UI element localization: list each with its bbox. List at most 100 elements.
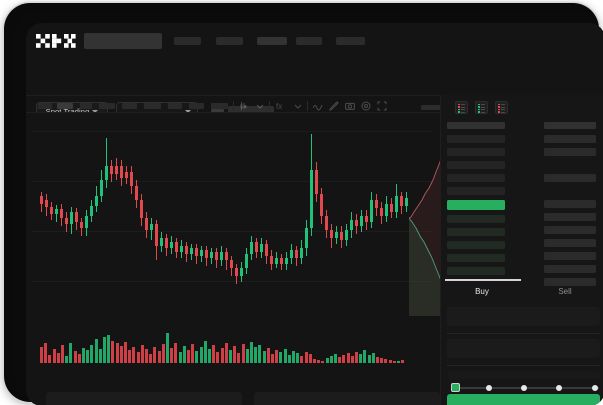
search-input[interactable] (84, 33, 162, 49)
candle-type-icon[interactable] (239, 101, 249, 111)
volume-bar (111, 341, 115, 363)
draw-tools-icon[interactable] (329, 101, 339, 111)
settings-icon[interactable] (361, 101, 371, 111)
trendline-icon[interactable] (313, 101, 323, 111)
recent-trade-row[interactable] (544, 226, 596, 234)
candlestick (80, 218, 83, 236)
timeframe-6[interactable] (144, 103, 161, 109)
slider-mark-50[interactable] (521, 384, 527, 391)
orderbook-header-left (447, 122, 505, 129)
nav-item-4[interactable] (296, 37, 322, 45)
timeframe-5[interactable] (122, 103, 137, 109)
timeframe-9[interactable] (211, 103, 228, 109)
volume-bar (266, 348, 270, 363)
orderbook-bid-row[interactable] (447, 267, 505, 275)
timeframe-3[interactable] (80, 103, 92, 109)
candlestick (100, 170, 103, 202)
orderbook-bid-row[interactable] (447, 215, 505, 223)
camera-icon[interactable] (345, 101, 355, 111)
slider-mark-25[interactable] (486, 384, 492, 391)
order-total-field[interactable] (447, 371, 600, 379)
candlestick (70, 207, 73, 234)
candle-body (75, 212, 78, 222)
volume-bar (195, 351, 199, 363)
candlestick (145, 212, 148, 238)
orderbook-ask-row[interactable] (447, 135, 505, 143)
recent-trade-row[interactable] (544, 213, 596, 221)
volume-bar (300, 356, 304, 363)
recent-trade-row[interactable] (544, 148, 596, 156)
candle-body (225, 252, 228, 260)
timeframe-8[interactable] (189, 103, 204, 109)
amount-percent-slider[interactable] (451, 383, 599, 393)
candlestick (230, 256, 233, 276)
nav-item-5[interactable] (336, 37, 365, 45)
orderbook-bid-row[interactable] (447, 241, 505, 249)
timeframe-7[interactable] (168, 103, 182, 109)
slider-mark-75[interactable] (556, 384, 562, 391)
orderbook-bid-row[interactable] (447, 254, 505, 262)
indicators-icon[interactable]: fx (275, 101, 285, 111)
chevron-down-icon[interactable] (255, 101, 265, 111)
recent-trade-row[interactable] (544, 278, 596, 286)
orderbook-mode-bids[interactable] (475, 101, 488, 114)
fullscreen-icon[interactable] (377, 101, 387, 111)
bottom-panel-right (254, 392, 440, 405)
orderbook-bid-row[interactable] (447, 228, 505, 236)
candle-body (220, 252, 223, 260)
nav-item-2[interactable] (216, 37, 243, 45)
orderbook-ask-row[interactable] (447, 148, 505, 156)
candle-body (120, 166, 123, 178)
okx-logo-icon[interactable] (36, 34, 76, 48)
timeframe-4[interactable] (99, 103, 115, 109)
slider-handle[interactable] (451, 383, 460, 392)
candle-body (390, 204, 393, 212)
trading-toolbar: Spot Trading (26, 58, 603, 120)
candle-body (45, 200, 48, 207)
volume-bar (44, 343, 48, 363)
timeframe-2[interactable] (57, 103, 73, 109)
volume-bar (313, 359, 316, 363)
orderbook-ask-row[interactable] (447, 161, 505, 169)
orderbook-ask-row[interactable] (447, 174, 505, 182)
recent-trade-row[interactable] (544, 252, 596, 260)
candlestick (290, 244, 293, 264)
form-divider (447, 365, 600, 366)
volume-bar (401, 360, 405, 363)
order-form: Buy Sell (441, 271, 603, 405)
tab-buy[interactable]: Buy (475, 287, 489, 296)
candle-body (40, 196, 43, 204)
recent-trade-row[interactable] (544, 239, 596, 247)
tab-sell[interactable]: Sell (558, 287, 572, 296)
orderbook-mode-asks[interactable] (495, 101, 508, 114)
volume-bar (350, 356, 354, 363)
recent-trade-row[interactable] (544, 174, 596, 182)
timeframe-1[interactable] (38, 103, 52, 109)
price-chart[interactable] (26, 113, 440, 318)
orderbook-mode-both[interactable] (455, 101, 468, 114)
orderbook-mode-bars (478, 104, 480, 113)
order-price-field[interactable] (447, 307, 600, 326)
slider-mark-100[interactable] (592, 384, 598, 391)
recent-trade-row[interactable] (544, 135, 596, 143)
chevron-down-icon[interactable] (293, 101, 303, 111)
submit-buy-button[interactable] (447, 394, 600, 405)
volume-bar (119, 346, 123, 363)
candlestick (215, 248, 218, 268)
order-amount-field[interactable] (447, 339, 600, 358)
volume-bar (161, 344, 165, 363)
volume-bar (229, 350, 232, 363)
candle-body (290, 250, 293, 258)
candle-body (200, 250, 203, 256)
candle-body (90, 206, 93, 216)
volume-bar (279, 352, 283, 363)
volume-bar (128, 350, 132, 363)
stat-label (421, 105, 441, 110)
volume-bar (69, 343, 73, 363)
recent-trade-row[interactable] (544, 265, 596, 273)
recent-trade-row[interactable] (544, 200, 596, 208)
candlestick (295, 246, 298, 266)
nav-item-1[interactable] (174, 37, 201, 45)
orderbook-ask-row[interactable] (447, 187, 505, 195)
nav-item-3[interactable] (257, 37, 287, 45)
